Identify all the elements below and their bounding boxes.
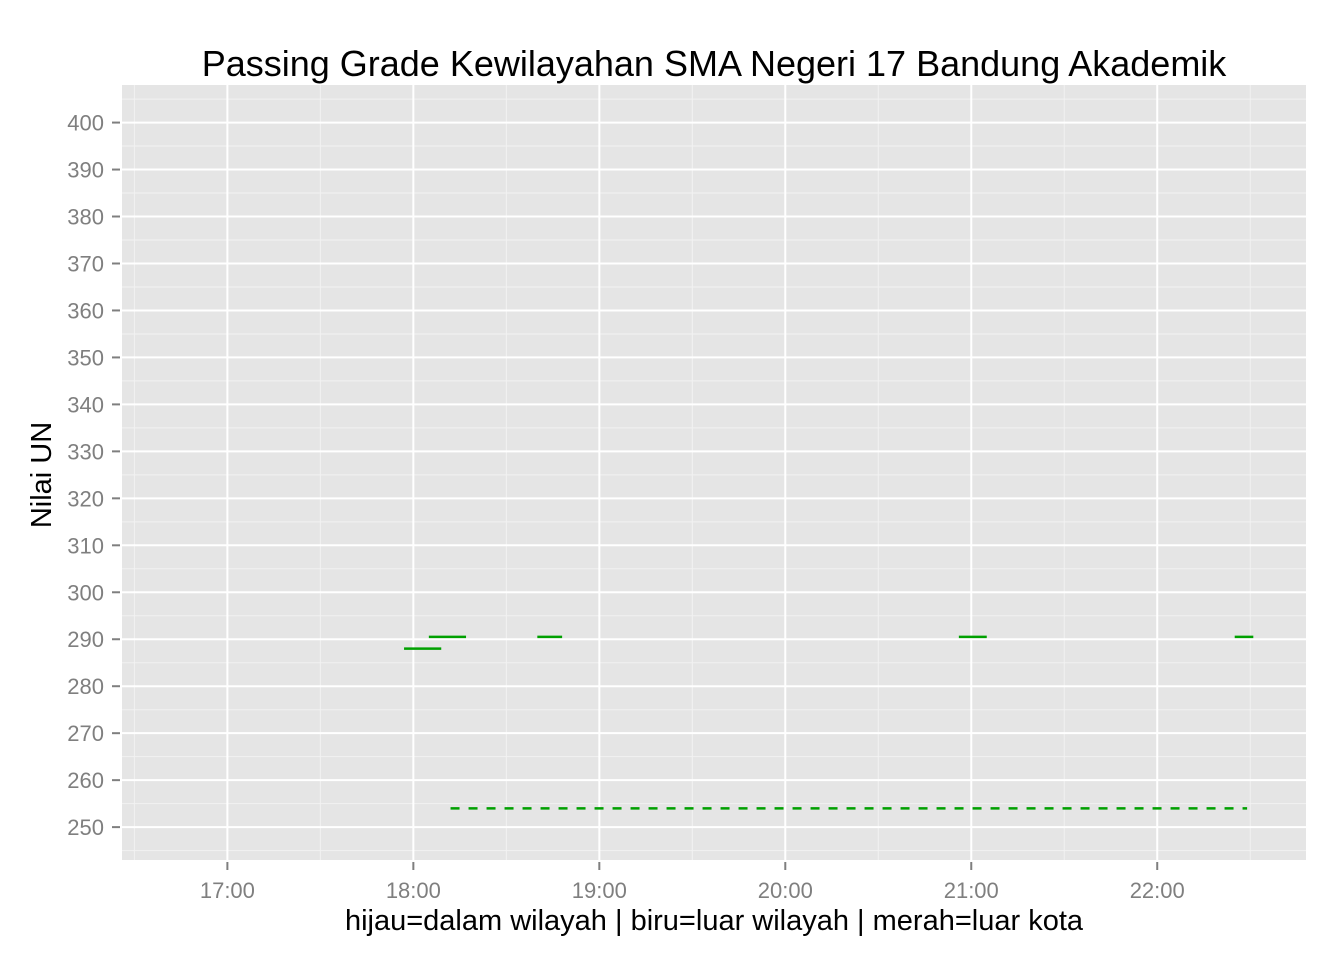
x-tick-label: 18:00 [386,878,441,903]
x-axis-title: hijau=dalam wilayah | biru=luar wilayah … [345,905,1084,937]
y-axis: 250 260 270 280 290 300 310 320 330 340 350 360 370 3… [67,111,120,840]
minor-gridlines [122,85,1306,860]
y-tick-label: 250 [67,815,104,840]
y-tick-label: 260 [67,768,104,793]
series-layer [404,635,1254,810]
y-tick-label: 370 [67,251,104,276]
x-tick-label: 21:00 [944,878,999,903]
x-tick-label: 17:00 [200,878,255,903]
y-tick-label: 320 [67,486,104,511]
x-tick-label: 22:00 [1130,878,1185,903]
y-tick-label: 310 [67,533,104,558]
y-tick-label: 290 [67,627,104,652]
y-tick-label: 340 [67,392,104,417]
y-tick-label: 390 [67,158,104,183]
y-tick-label: 280 [67,674,104,699]
y-tick-label: 350 [67,345,104,370]
y-tick-label: 300 [67,580,104,605]
plot-panel [122,85,1306,860]
y-tick-label: 270 [67,721,104,746]
y-axis-title: Nilai UN [26,422,58,528]
y-tick-label: 380 [67,205,104,230]
x-tick-label: 19:00 [572,878,627,903]
major-gridlines [122,85,1306,860]
y-tick-label: 330 [67,439,104,464]
y-tick-label: 400 [67,111,104,136]
y-tick-label: 360 [67,298,104,323]
x-tick-label: 20:00 [758,878,813,903]
x-axis: 17:00 18:00 19:00 20:00 21:00 22:00 [200,862,1185,903]
chart-title: Passing Grade Kewilayahan SMA Negeri 17 … [202,43,1228,84]
